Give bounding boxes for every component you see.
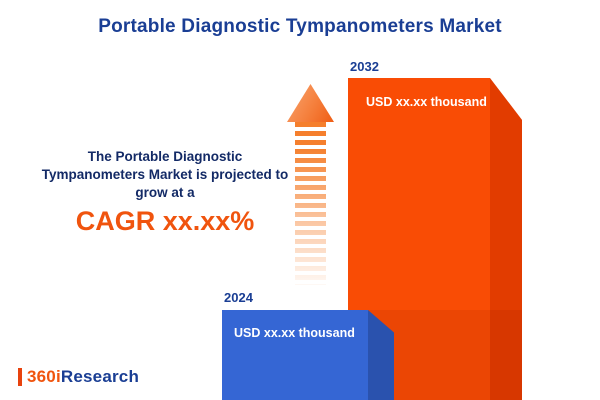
bar-2032-year-label: 2032: [350, 59, 379, 74]
logo-text: 360iResearch: [27, 367, 139, 387]
growth-arrow-dashed-shaft: [295, 122, 326, 285]
growth-arrow-icon: [287, 84, 334, 122]
cagr-text: CAGR xx.xx%: [75, 206, 255, 236]
bar-2024-year-label: 2024: [224, 290, 253, 305]
bar-2032-value-label: USD xx.xx thousand: [366, 95, 487, 109]
bar-2032-side-face: [490, 78, 522, 400]
projection-text: The Portable Diagnostic Tympanometers Ma…: [41, 149, 289, 201]
bar-2024: [222, 310, 368, 400]
page-title: Portable Diagnostic Tympanometers Market: [98, 16, 502, 37]
logo-bar-icon: [18, 368, 22, 386]
logo-suffix: Research: [60, 367, 140, 386]
logo-prefix: 360i: [27, 367, 61, 386]
brand-logo: 360iResearch: [18, 367, 139, 387]
bar-2024-value-label: USD xx.xx thousand: [234, 326, 355, 340]
